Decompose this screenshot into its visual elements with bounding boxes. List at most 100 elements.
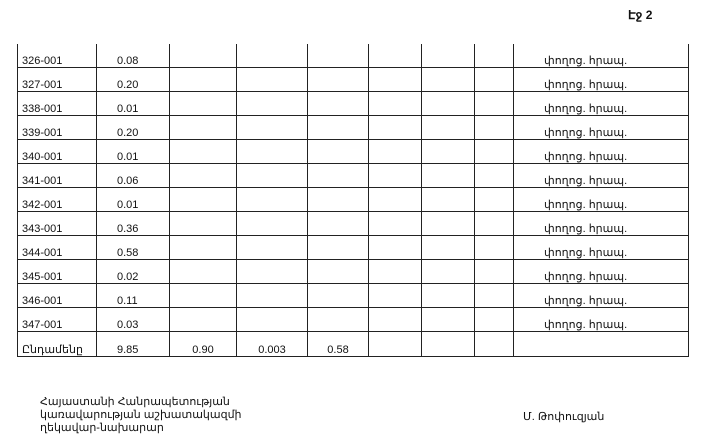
title-line: կառավարության աշխատակազմի [40,409,242,421]
empty-cell [236,307,308,332]
parcel-id: 343-001 [17,211,97,236]
total-value: 0.58 [307,331,369,357]
empty-cell [307,187,369,212]
land-use-note: փողոց. հրապ. [513,211,689,236]
empty-cell [421,187,475,212]
parcel-id: 341-001 [17,163,97,188]
empty-cell [368,91,422,116]
area-value: 0.08 [96,44,170,68]
empty-cell [368,187,422,212]
empty-cell [421,307,475,332]
empty-cell [421,91,475,116]
empty-cell [307,163,369,188]
empty-cell [169,163,237,188]
land-use-note: փողոց. հրապ. [513,235,689,260]
empty-cell [169,139,237,164]
area-value: 0.01 [96,91,170,116]
empty-cell [169,187,237,212]
table-row: 345-001 0.02 փողոց. հրապ. [17,259,689,284]
empty-cell [474,259,514,284]
empty-cell [236,139,308,164]
parcel-id: 346-001 [17,283,97,308]
parcel-id: 344-001 [17,235,97,260]
land-use-note: փողոց. հրապ. [513,67,689,92]
empty-cell [421,115,475,140]
empty-cell [236,44,308,68]
parcel-id: 326-001 [17,44,97,68]
empty-cell [236,187,308,212]
empty-cell [236,235,308,260]
parcel-id: 327-001 [17,67,97,92]
empty-cell [236,259,308,284]
empty-cell [474,91,514,116]
empty-cell [236,283,308,308]
land-use-note: փողոց. հրապ. [513,187,689,212]
signatory-name: Մ. Թոփուզյան [523,411,605,423]
empty-cell [307,139,369,164]
empty-cell [368,211,422,236]
land-parcel-table: 326-001 0.08 փողոց. հրապ. 327-001 0.20 փողոց.… [17,44,689,357]
total-value: 0.90 [169,331,237,357]
table-row: 347-001 0.03 փողոց. հրապ. [17,307,689,332]
empty-cell [474,115,514,140]
empty-cell [236,211,308,236]
empty-cell [236,67,308,92]
empty-cell [421,331,475,357]
area-value: 0.06 [96,163,170,188]
area-value: 0.01 [96,187,170,212]
empty-cell [169,67,237,92]
empty-cell [368,259,422,284]
table-row: 341-001 0.06 փողոց. հրապ. [17,163,689,188]
empty-cell [421,139,475,164]
empty-cell [421,283,475,308]
area-value: 0.36 [96,211,170,236]
land-use-note: փողոց. հրապ. [513,259,689,284]
area-value: 0.01 [96,139,170,164]
total-value: 0.003 [236,331,308,357]
empty-cell [368,67,422,92]
empty-cell [368,115,422,140]
page-number: Էջ 2 [628,8,653,22]
empty-cell [474,163,514,188]
empty-cell [169,307,237,332]
table-row: 339-001 0.20 փողոց. հրապ. [17,115,689,140]
empty-cell [307,259,369,284]
empty-cell [368,283,422,308]
empty-cell [307,307,369,332]
area-value: 0.11 [96,283,170,308]
land-use-note: փողոց. հրապ. [513,44,689,68]
total-value: 9.85 [96,331,170,357]
empty-cell [474,67,514,92]
empty-cell [368,307,422,332]
empty-cell [474,139,514,164]
area-value: 0.20 [96,115,170,140]
table-row: 346-001 0.11 փողոց. հրապ. [17,283,689,308]
area-value: 0.58 [96,235,170,260]
empty-cell [236,115,308,140]
empty-cell [474,307,514,332]
parcel-id: 338-001 [17,91,97,116]
empty-cell [236,163,308,188]
parcel-id: 342-001 [17,187,97,212]
title-line: Հայաստանի Հանրապետության [40,396,230,408]
table-row: 342-001 0.01 փողոց. հրապ. [17,187,689,212]
empty-cell [169,115,237,140]
empty-cell [474,283,514,308]
empty-cell [368,44,422,68]
empty-cell [421,67,475,92]
empty-cell [474,187,514,212]
empty-cell [368,331,422,357]
empty-cell [307,67,369,92]
empty-cell [307,235,369,260]
empty-cell [421,259,475,284]
parcel-id: 339-001 [17,115,97,140]
empty-cell [368,163,422,188]
empty-cell [421,163,475,188]
empty-cell [474,211,514,236]
signatory-title: Հայաստանի Հանրապետության կառավարության ա… [40,396,242,435]
empty-cell [368,139,422,164]
empty-cell [307,211,369,236]
land-use-note: փողոց. հրապ. [513,307,689,332]
area-value: 0.02 [96,259,170,284]
parcel-id: 347-001 [17,307,97,332]
